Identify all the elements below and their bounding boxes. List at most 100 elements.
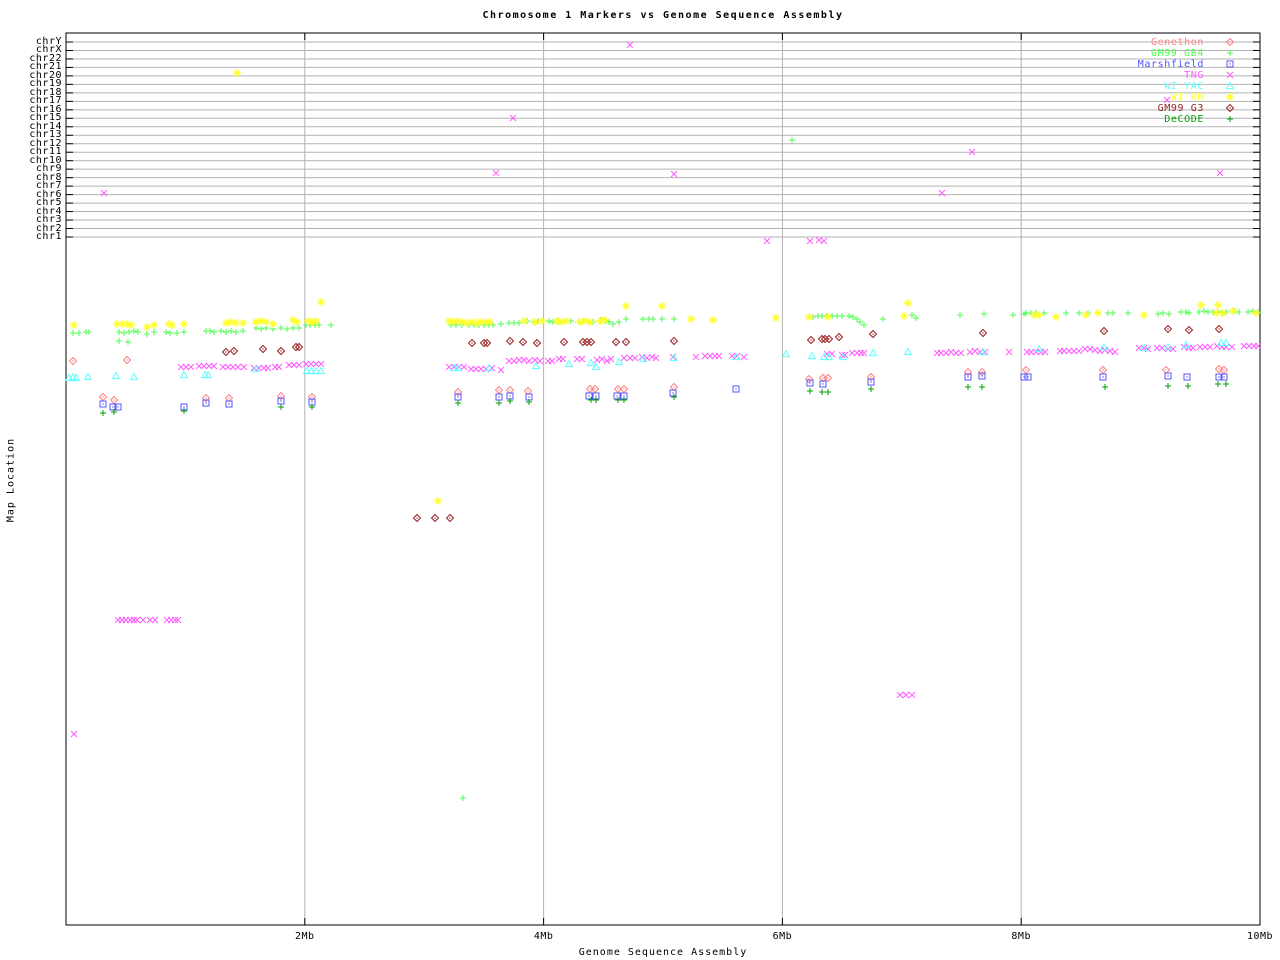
marker-cross (133, 616, 141, 624)
marker-cross (573, 355, 581, 363)
marker-plus (623, 316, 629, 322)
marker-diamond-dot (276, 346, 286, 356)
marker-triangle (1139, 343, 1149, 352)
marker-square-dot (806, 379, 814, 387)
marker-diamond-dot (963, 367, 973, 377)
chrom-label-chr12: chr12 (29, 137, 62, 149)
marker-plus (650, 316, 656, 322)
marker-plus (453, 322, 459, 328)
gridlines (66, 33, 1260, 925)
marker-triangle (251, 364, 261, 373)
marker-square-dot (99, 400, 107, 408)
marker-plus (507, 398, 513, 404)
marker-square-dot (819, 380, 827, 388)
marker-star (486, 318, 494, 326)
marker-plus (1076, 310, 1082, 316)
marker-plus (1063, 310, 1069, 316)
marker-star (262, 318, 270, 326)
series-decode (100, 381, 1229, 416)
legend-item-wi-yac: WI YAC (1164, 81, 1238, 92)
marker-star (252, 318, 260, 326)
marker-square-dot (867, 378, 875, 386)
chrom-label-chr7: chr7 (35, 180, 62, 192)
marker-cross (531, 356, 539, 364)
marker-star (445, 317, 453, 325)
marker-cross (302, 360, 310, 368)
marker-diamond-dot (824, 334, 834, 344)
marker-plus (111, 409, 117, 415)
marker-plus (610, 321, 616, 327)
marker-cross (171, 616, 179, 624)
marker-plus (181, 329, 187, 335)
axis-ticks (66, 33, 1261, 925)
chrom-label-chr18: chr18 (29, 86, 62, 98)
marker-diamond-dot (276, 391, 286, 401)
marker-plus (857, 319, 863, 325)
chrom-label-chr20: chr20 (29, 69, 62, 81)
chrom-label-chr2: chr2 (35, 222, 62, 234)
legend-marker-tng-icon (1226, 71, 1234, 79)
marker-plus (455, 400, 461, 406)
marker-star (308, 318, 316, 326)
series-wi-rh (70, 69, 1260, 505)
marker-cross (598, 355, 606, 363)
marker-plus (839, 313, 845, 319)
marker-cross (603, 357, 611, 365)
marker-plus (211, 329, 217, 335)
marker-star (143, 323, 151, 331)
marker-diamond-dot (1214, 324, 1224, 334)
legend-item-wi-rh: WI RH (1171, 92, 1238, 103)
marker-plus (144, 331, 150, 337)
marker-plus (616, 319, 622, 325)
marker-cross (255, 364, 263, 372)
marker-star (222, 319, 230, 327)
marker-diamond-dot (806, 335, 816, 345)
marker-plus (496, 400, 502, 406)
marker-cross (1254, 342, 1262, 350)
marker-cross (234, 363, 242, 371)
marker-plus (861, 322, 867, 328)
marker-star (458, 318, 466, 326)
marker-plus (240, 328, 246, 334)
marker-triangle (1221, 338, 1231, 347)
marker-cross (146, 616, 154, 624)
marker-plus (490, 322, 496, 328)
marker-star (562, 317, 570, 325)
marker-star (113, 320, 121, 328)
chrom-label-chr9: chr9 (35, 163, 62, 175)
marker-plus (546, 318, 552, 324)
marker-diamond-dot (109, 395, 119, 405)
chrom-label-chr1: chr1 (35, 230, 62, 242)
marker-plus (121, 330, 127, 336)
chart-title: Chromosome 1 Markers vs Genome Sequence … (482, 10, 844, 21)
marker-triangle (819, 352, 829, 361)
marker-cross (1140, 344, 1148, 352)
marker-plus (640, 316, 646, 322)
marker-triangle (781, 349, 791, 358)
marker-cross (626, 354, 634, 362)
legend-label-genethon: Genethon (1151, 37, 1204, 48)
marker-cross (536, 357, 544, 365)
marker-cross (1005, 348, 1013, 356)
marker-plus (290, 325, 296, 331)
marker-cross (966, 348, 974, 356)
marker-plus (913, 315, 919, 321)
marker-star (463, 319, 471, 327)
marker-cross (510, 357, 518, 365)
plot-border (65, 32, 1261, 926)
marker-square-dot (964, 373, 972, 381)
marker-star (772, 314, 780, 322)
marker-plus (116, 338, 122, 344)
marker-diamond-dot (229, 346, 239, 356)
marker-plus (1227, 50, 1233, 56)
legend-label-marshfield: Marshfield (1137, 59, 1204, 70)
marker-diamond-dot (978, 328, 988, 338)
marker-star (581, 317, 589, 325)
marker-plus (218, 328, 224, 334)
marker-plus (825, 389, 831, 395)
marker-plus (1166, 311, 1172, 317)
marker-cross (1226, 71, 1234, 79)
marker-diamond-dot (494, 385, 504, 395)
marker-cross (692, 353, 700, 361)
